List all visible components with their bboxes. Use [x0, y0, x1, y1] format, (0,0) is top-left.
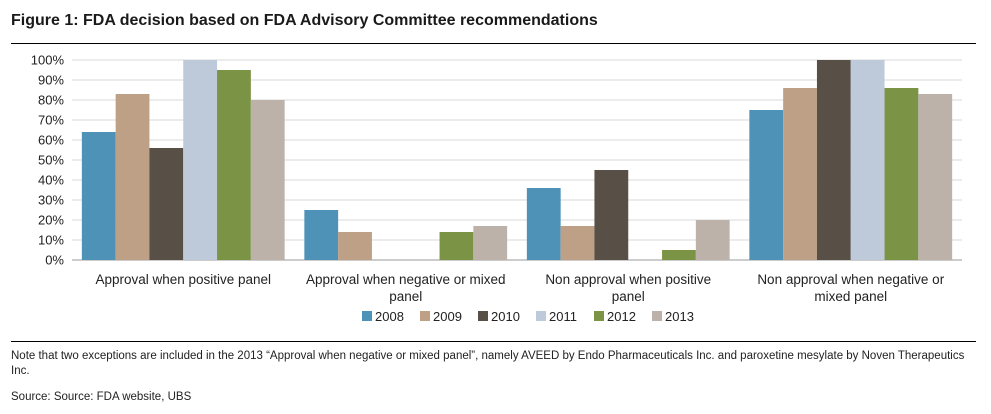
bar-2008-cat1 [81, 132, 116, 260]
y-tick-label: 70% [38, 113, 64, 128]
bar-2009-cat4 [783, 88, 817, 260]
category-label: Non approval when positive [545, 272, 711, 287]
category-label: Approval when negative or mixed [306, 272, 506, 287]
y-tick-label: 20% [38, 213, 64, 228]
legend-label-2008: 2008 [375, 309, 404, 324]
category-label: Non approval when negative or [757, 272, 944, 287]
legend-swatch-2010 [478, 311, 488, 321]
legend-swatch-2012 [594, 311, 604, 321]
bar-2013-cat4 [918, 94, 953, 260]
figure-title: Figure 1: FDA decision based on FDA Advi… [11, 12, 598, 29]
bar-2010-cat3 [594, 170, 629, 260]
legend-label-2011: 2011 [549, 309, 577, 324]
figure-source: Source: Source: FDA website, UBS [11, 391, 192, 403]
legend-swatch-2008 [362, 311, 372, 321]
bar-2013-cat1 [250, 100, 285, 260]
figure-note: Note that two exceptions are included in… [11, 350, 965, 377]
legend-swatch-2011 [536, 311, 546, 321]
legend-swatch-2013 [652, 311, 662, 321]
bar-chart: 0% 10% 20% 30% 40% 50% 60% 70% 80% 90% 100% Approva… [31, 53, 962, 324]
y-tick-label: 0% [45, 253, 64, 268]
category-label: panel [612, 289, 645, 304]
bar-2013-cat2 [473, 226, 508, 260]
bar-2009-cat3 [560, 226, 595, 260]
bar-2010-cat1 [149, 148, 184, 260]
bar-2010-cat4 [816, 60, 851, 260]
y-tick-label: 40% [38, 173, 64, 188]
bar-2009-cat2 [338, 232, 372, 260]
category-label: mixed panel [814, 289, 887, 304]
bar-2012-cat1 [217, 70, 251, 260]
category-label: Approval when positive panel [95, 272, 271, 287]
bar-2009-cat1 [115, 94, 150, 260]
bar-2012-cat2 [439, 232, 474, 260]
legend-label-2013: 2013 [665, 309, 694, 324]
legend-label-2010: 2010 [491, 309, 520, 324]
y-tick-label: 90% [38, 73, 64, 88]
y-tick-label: 50% [38, 153, 64, 168]
bar-2011-cat1 [183, 60, 218, 260]
y-tick-label: 80% [38, 93, 64, 108]
legend-label-2009: 2009 [433, 309, 462, 324]
category-label: panel [389, 289, 422, 304]
bar-2013-cat3 [695, 220, 730, 260]
bar-2008-cat3 [526, 188, 561, 260]
bar-2008-cat4 [749, 110, 784, 260]
y-tick-label: 30% [38, 193, 64, 208]
y-tick-label: 10% [38, 233, 64, 248]
bar-2012-cat4 [884, 88, 919, 260]
legend-label-2012: 2012 [607, 309, 636, 324]
y-tick-label: 100% [31, 53, 65, 68]
bottom-rule [11, 341, 976, 342]
y-tick-label: 60% [38, 133, 64, 148]
top-rule [11, 43, 976, 44]
bar-2011-cat4 [850, 60, 885, 260]
bar-2012-cat3 [662, 250, 696, 260]
bar-2008-cat2 [304, 210, 339, 260]
legend-swatch-2009 [420, 311, 430, 321]
